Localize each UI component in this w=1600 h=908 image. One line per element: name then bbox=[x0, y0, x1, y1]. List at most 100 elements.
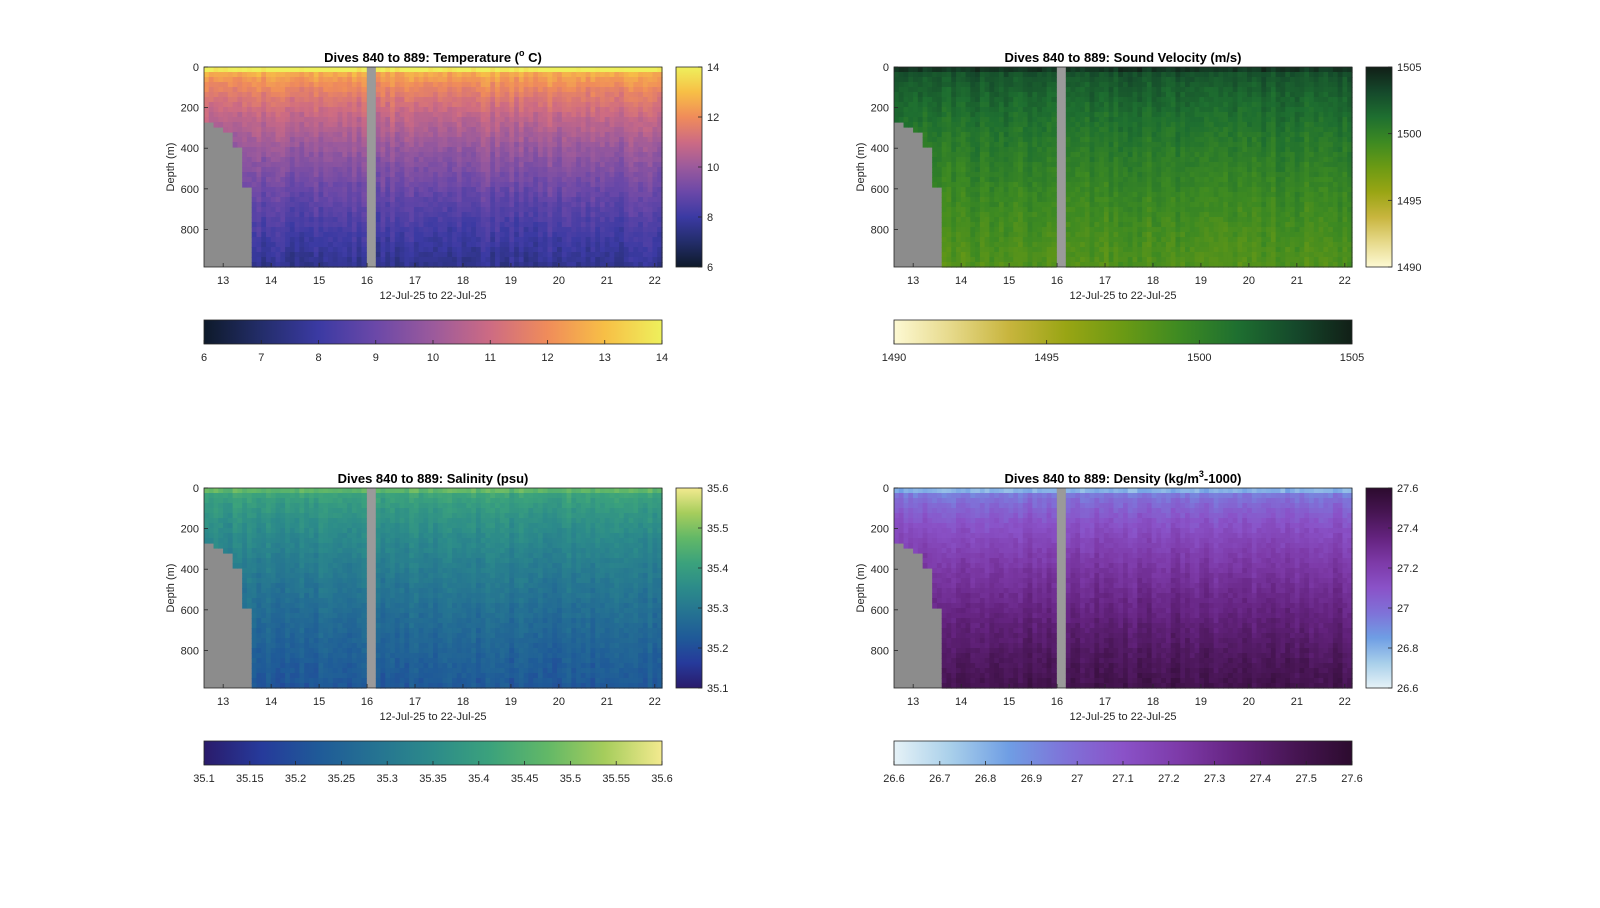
heatmap-cell bbox=[614, 172, 620, 178]
heatmap-cell bbox=[1065, 102, 1072, 108]
heatmap-cell bbox=[1075, 217, 1081, 223]
heatmap-cell bbox=[514, 97, 520, 103]
heatmap-cell bbox=[1089, 112, 1095, 118]
heatmap-cell bbox=[418, 97, 425, 103]
heatmap-cell bbox=[994, 147, 1000, 153]
heatmap-cell bbox=[375, 102, 382, 108]
heatmap-cell bbox=[509, 147, 515, 153]
heatmap-cell bbox=[537, 162, 544, 168]
heatmap-cell bbox=[266, 187, 272, 193]
heatmap-cell bbox=[628, 82, 634, 88]
heatmap-cell bbox=[975, 232, 981, 238]
heatmap-cell bbox=[351, 102, 358, 108]
heatmap-cell bbox=[628, 112, 634, 118]
heatmap-cell bbox=[299, 87, 305, 93]
heatmap-cell bbox=[1003, 217, 1010, 223]
heatmap-cell bbox=[585, 97, 592, 103]
heatmap-cell bbox=[965, 72, 971, 78]
heatmap-cell bbox=[614, 217, 620, 223]
heatmap-cell bbox=[628, 252, 634, 258]
heatmap-cell bbox=[657, 137, 663, 143]
heatmap-cell bbox=[242, 67, 248, 73]
heatmap-cell bbox=[932, 87, 938, 93]
heatmap-cell bbox=[509, 247, 515, 253]
heatmap-cell bbox=[261, 242, 267, 248]
heatmap-cell bbox=[1008, 192, 1014, 198]
heatmap-cell bbox=[332, 192, 339, 198]
heatmap-cell bbox=[1027, 187, 1033, 193]
heatmap-cell bbox=[428, 197, 434, 203]
heatmap-cell bbox=[304, 87, 310, 93]
heatmap-cell bbox=[1003, 127, 1010, 133]
heatmap-cell bbox=[633, 147, 639, 153]
heatmap-cell bbox=[595, 177, 601, 183]
heatmap-cell bbox=[380, 152, 386, 158]
heatmap-cell bbox=[514, 142, 520, 148]
heatmap-cell bbox=[471, 67, 477, 73]
heatmap-cell bbox=[308, 182, 315, 188]
heatmap-cell bbox=[989, 242, 995, 248]
heatmap-cell bbox=[423, 82, 429, 88]
heatmap-cell bbox=[994, 127, 1000, 133]
heatmap-cell bbox=[628, 202, 634, 208]
heatmap-cell bbox=[922, 67, 928, 73]
heatmap-cell bbox=[332, 102, 339, 108]
heatmap-cell bbox=[337, 222, 343, 228]
heatmap-cell bbox=[998, 192, 1005, 198]
heatmap-cell bbox=[552, 162, 558, 168]
heatmap-cell bbox=[595, 92, 601, 98]
heatmap-cell bbox=[1027, 82, 1033, 88]
heatmap-cell bbox=[1022, 107, 1029, 113]
heatmap-cell bbox=[1075, 242, 1081, 248]
heatmap-cell bbox=[318, 172, 324, 178]
heatmap-cell bbox=[946, 132, 952, 138]
heatmap-cell bbox=[1070, 247, 1076, 253]
heatmap-cell bbox=[261, 152, 267, 158]
heatmap-cell bbox=[304, 167, 310, 173]
heatmap-cell bbox=[504, 177, 510, 183]
heatmap-cell bbox=[223, 77, 229, 83]
heatmap-cell bbox=[1008, 257, 1014, 263]
heatmap-cell bbox=[304, 112, 310, 118]
heatmap-cell bbox=[960, 172, 967, 178]
heatmap-cell bbox=[332, 227, 339, 233]
heatmap-cell bbox=[251, 192, 258, 198]
heatmap-cell bbox=[328, 102, 334, 108]
heatmap-cell bbox=[337, 162, 343, 168]
heatmap-cell bbox=[932, 102, 938, 108]
heatmap-cell bbox=[1099, 82, 1105, 88]
heatmap-cell bbox=[313, 87, 320, 93]
heatmap-cell bbox=[409, 132, 415, 138]
heatmap-cell bbox=[275, 117, 281, 123]
heatmap-cell bbox=[652, 142, 658, 148]
heatmap-cell bbox=[285, 262, 291, 268]
heatmap-cell bbox=[256, 122, 262, 128]
heatmap-cell bbox=[514, 122, 520, 128]
heatmap-cell bbox=[547, 172, 553, 178]
heatmap-cell bbox=[941, 222, 948, 228]
heatmap-cell bbox=[927, 137, 933, 143]
heatmap-cell bbox=[437, 137, 444, 143]
heatmap-cell bbox=[571, 87, 577, 93]
heatmap-cell bbox=[917, 127, 924, 133]
heatmap-cell bbox=[951, 72, 957, 78]
heatmap-cell bbox=[941, 217, 948, 223]
heatmap-cell bbox=[342, 127, 348, 133]
heatmap-cell bbox=[652, 137, 658, 143]
heatmap-cell bbox=[619, 92, 625, 98]
heatmap-cell bbox=[1022, 202, 1029, 208]
heatmap-cell bbox=[1013, 162, 1019, 168]
heatmap-cell bbox=[261, 122, 267, 128]
heatmap-cell bbox=[1075, 117, 1081, 123]
heatmap-cell bbox=[294, 227, 301, 233]
heatmap-cell bbox=[1084, 157, 1091, 163]
heatmap-cell bbox=[423, 242, 429, 248]
heatmap-cell bbox=[475, 227, 482, 233]
heatmap-cell bbox=[1041, 167, 1048, 173]
heatmap-cell bbox=[356, 237, 363, 243]
heatmap-cell bbox=[347, 132, 353, 138]
heatmap-cell bbox=[951, 87, 957, 93]
heatmap-cell bbox=[318, 92, 324, 98]
heatmap-cell bbox=[561, 247, 568, 253]
heatmap-cell bbox=[304, 92, 310, 98]
